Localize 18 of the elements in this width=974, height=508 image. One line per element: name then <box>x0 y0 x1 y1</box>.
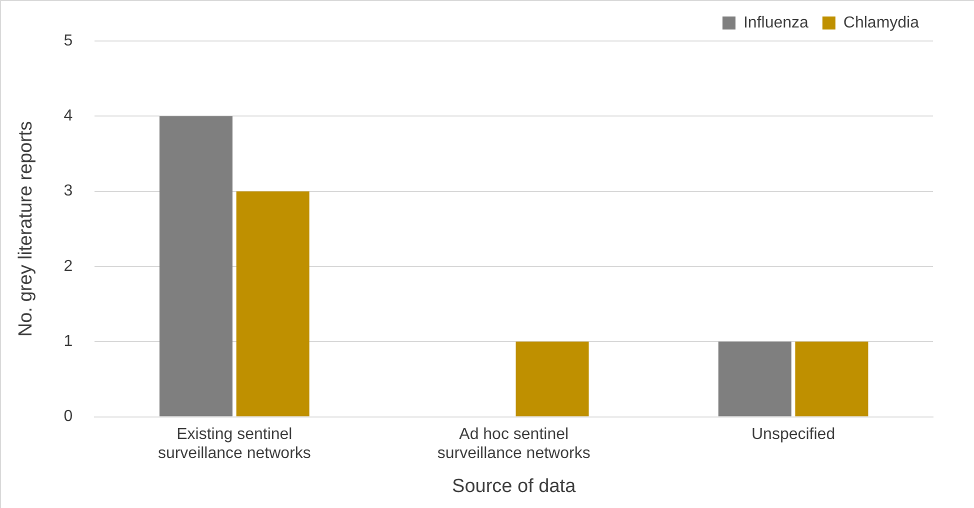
y-tick-label: 0 <box>64 408 73 426</box>
y-tick-label: 2 <box>64 258 73 275</box>
y-tick-label: 1 <box>64 333 73 350</box>
x-axis-title: Source of data <box>452 476 576 497</box>
x-tick-label: Ad hoc sentinel surveillance networks <box>437 426 590 462</box>
y-axis-title: No. grey literature reports <box>16 121 37 337</box>
x-tick-label: Existing sentinel surveillance networks <box>158 426 311 462</box>
bar <box>718 342 792 416</box>
y-tick-label: 4 <box>64 108 73 125</box>
y-tick-label: 3 <box>64 182 73 200</box>
legend-label: Chlamydia <box>843 14 920 32</box>
x-tick-label: Unspecified <box>751 426 836 443</box>
y-tick-label: 5 <box>64 32 73 50</box>
legend-label: Influenza <box>743 14 809 32</box>
bar <box>516 342 589 416</box>
bar <box>795 342 868 416</box>
bar <box>236 191 310 416</box>
bar <box>159 116 232 416</box>
